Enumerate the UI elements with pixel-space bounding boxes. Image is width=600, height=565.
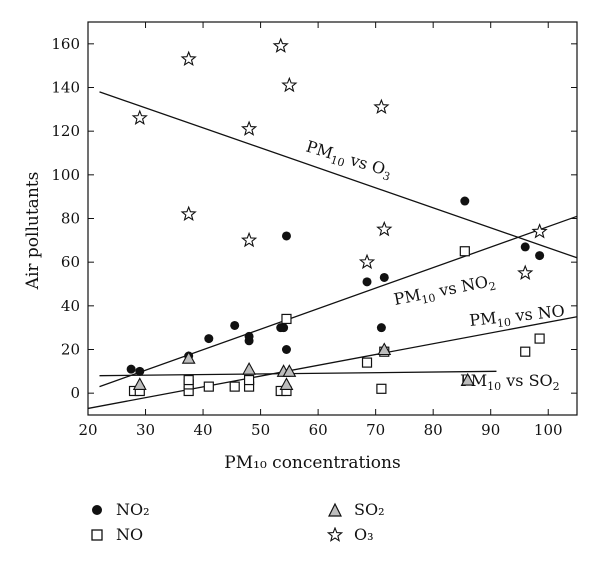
point-o3 <box>376 220 393 237</box>
point-o3 <box>281 76 298 93</box>
point-no <box>243 374 255 386</box>
x-tick-label: 40 <box>194 421 213 439</box>
point-so2 <box>460 372 475 386</box>
point-no2 <box>135 366 145 376</box>
point-o3 <box>180 50 197 67</box>
point-no <box>183 374 194 386</box>
point-o3 <box>517 264 534 280</box>
point-o3 <box>373 98 390 115</box>
legend-item-no: NO <box>88 525 143 544</box>
legend-marker-triangle <box>326 501 344 519</box>
point-so2 <box>377 342 392 356</box>
point-o3 <box>240 120 258 136</box>
fit-line-label: PM10 vs SO2 <box>460 371 560 393</box>
fit-line-label: PM10 vs O3 <box>303 137 394 184</box>
x-tick-label: 80 <box>424 421 443 439</box>
fit-line-label: PM10 vs NO <box>468 301 565 333</box>
legend-label-so2: SO₂ <box>354 500 385 519</box>
y-tick-label: 160 <box>51 35 80 53</box>
legend-label-o3: O₃ <box>354 525 374 544</box>
y-axis-title: Air pollutants <box>23 172 43 291</box>
point-no2 <box>230 320 240 330</box>
point-no2 <box>281 231 291 241</box>
y-tick-label: 80 <box>61 210 80 228</box>
fit-line <box>99 370 497 377</box>
point-no <box>203 381 214 392</box>
point-o3 <box>131 109 148 125</box>
point-so2 <box>279 377 294 390</box>
point-no2 <box>281 345 291 354</box>
plot-frame <box>87 21 578 416</box>
y-tick-label: 20 <box>61 341 80 359</box>
y-tick-label: 40 <box>61 297 80 315</box>
fit-line <box>99 91 578 259</box>
point-o3 <box>531 223 548 239</box>
point-o3 <box>180 205 197 222</box>
legend-marker-square <box>88 526 106 544</box>
fit-line <box>87 316 578 410</box>
y-tick-label: 100 <box>51 166 80 184</box>
point-no2 <box>362 277 372 287</box>
x-tick-label: 20 <box>78 421 97 439</box>
legend-item-o3: O₃ <box>326 525 374 544</box>
point-so2 <box>181 351 196 364</box>
legend-item-no2: NO₂ <box>88 500 150 519</box>
y-tick-label: 120 <box>51 122 80 140</box>
point-no <box>376 383 387 394</box>
point-no2 <box>244 331 254 341</box>
x-tick-label: 50 <box>251 421 270 439</box>
y-tick-label: 140 <box>51 79 80 97</box>
point-no <box>534 333 545 344</box>
point-no <box>520 346 531 357</box>
legend-marker-circle <box>88 501 106 519</box>
fit-line <box>99 215 578 388</box>
point-o3 <box>240 231 258 248</box>
legend-marker-star <box>326 526 344 544</box>
point-so2 <box>132 377 147 390</box>
point-no2 <box>520 242 530 252</box>
x-tick-label: 70 <box>366 421 385 439</box>
x-tick-label: 30 <box>136 421 155 439</box>
x-axis-title: PM₁₀ concentrations <box>224 453 400 473</box>
point-o3 <box>358 253 376 270</box>
point-no <box>361 357 373 368</box>
point-no2 <box>460 196 470 206</box>
x-tick-label: 100 <box>534 421 563 439</box>
point-so2 <box>242 362 257 375</box>
point-no2 <box>376 323 386 333</box>
y-tick-label: 60 <box>61 253 80 271</box>
point-no2 <box>126 364 136 374</box>
point-no <box>229 381 240 392</box>
point-no <box>459 246 470 257</box>
point-so2 <box>282 364 297 377</box>
legend-item-so2: SO₂ <box>326 500 385 519</box>
point-no <box>281 313 292 325</box>
point-o3 <box>272 37 289 53</box>
x-tick-label: 90 <box>481 421 500 439</box>
y-tick-label: 0 <box>70 384 80 402</box>
point-no2 <box>379 272 389 282</box>
point-no2 <box>204 334 214 344</box>
x-tick-label: 60 <box>309 421 328 439</box>
legend-label-no: NO <box>116 525 144 544</box>
point-no2 <box>535 251 545 261</box>
point-no2 <box>279 323 289 333</box>
legend-label-no2: NO₂ <box>116 500 150 519</box>
